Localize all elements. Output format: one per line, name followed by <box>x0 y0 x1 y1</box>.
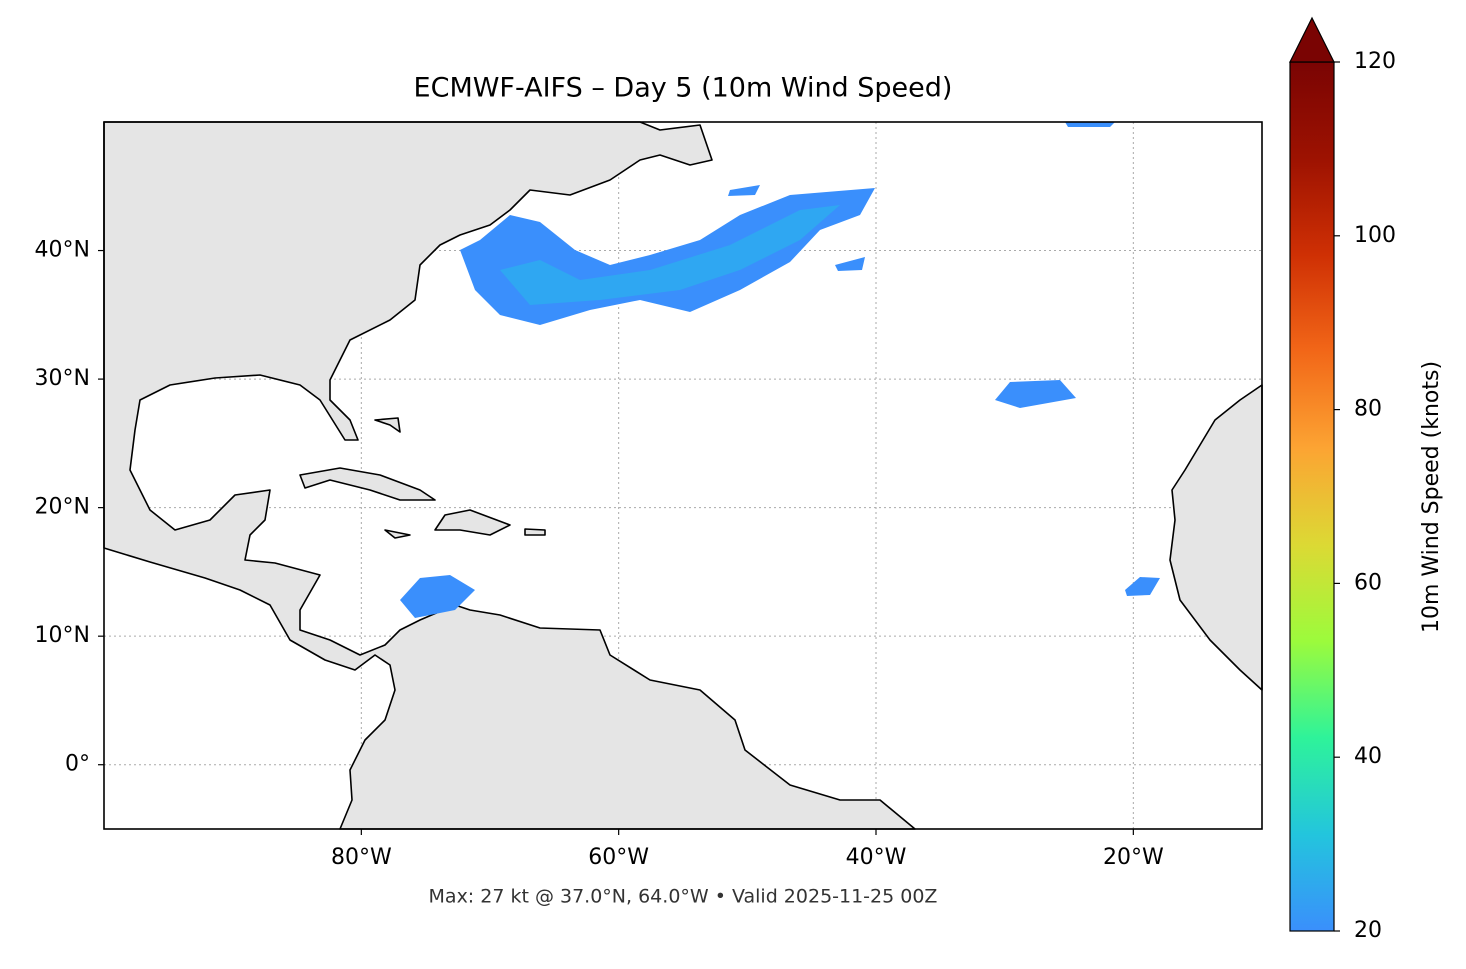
cuba <box>299 467 436 501</box>
y-tick-label: 10°N <box>35 623 90 648</box>
colorbar-tick-label: 80 <box>1354 397 1382 422</box>
y-tick-label: 20°N <box>35 495 90 520</box>
colorbar-tick-label: 40 <box>1354 744 1382 769</box>
wind-core <box>500 205 840 305</box>
map-frame <box>103 121 1263 830</box>
colorbar-tick-label: 20 <box>1354 918 1382 943</box>
y-tick-label: 0° <box>65 752 90 777</box>
colorbar-extend <box>1289 16 1335 63</box>
colorbar <box>1289 61 1335 932</box>
map <box>103 121 1263 830</box>
bahamas <box>374 417 401 433</box>
puerto-rico <box>524 528 546 536</box>
hispaniola <box>434 509 511 536</box>
africa <box>1169 384 1263 691</box>
x-tick-label: 20°W <box>1103 845 1164 870</box>
colorbar-label: 10m Wind Speed (knots) <box>1419 361 1444 633</box>
colorbar-tick-label: 60 <box>1354 570 1382 595</box>
colorbar-tick-label: 100 <box>1354 223 1396 248</box>
grid <box>104 122 1262 829</box>
footer-note: Max: 27 kt @ 37.0°N, 64.0°W • Valid 2025… <box>429 886 938 908</box>
y-tick-label: 30°N <box>35 366 90 391</box>
y-tick-label: 40°N <box>35 238 90 263</box>
x-tick-label: 60°W <box>588 845 649 870</box>
chart-title: ECMWF-AIFS – Day 5 (10m Wind Speed) <box>414 73 953 104</box>
x-tick-label: 40°W <box>846 845 907 870</box>
x-tick-label: 80°W <box>331 845 392 870</box>
colorbar-tick-label: 120 <box>1354 49 1396 74</box>
americas <box>103 121 916 830</box>
jamaica <box>384 529 411 539</box>
